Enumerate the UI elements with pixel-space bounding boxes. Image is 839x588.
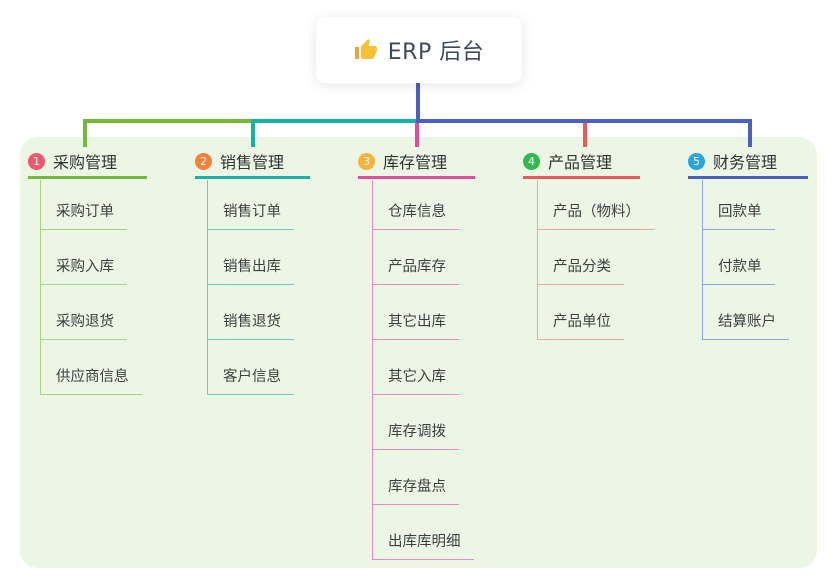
child-node[interactable]: 其它入库	[373, 340, 459, 395]
connector-branch-1	[83, 119, 255, 123]
child-node[interactable]: 采购订单	[41, 180, 127, 230]
child-node-label: 销售退货	[223, 314, 281, 331]
branch-sales: 2 销售管理 销售订单 销售出库 销售退货 客户信息	[195, 146, 310, 395]
child-node-label: 付款单	[718, 259, 762, 276]
branch-purchase-label: 采购管理	[53, 153, 118, 172]
child-node[interactable]: 结算账户	[703, 285, 789, 340]
badge-1: 1	[28, 152, 45, 170]
child-node-label: 供应商信息	[56, 369, 129, 386]
child-node-label: 结算账户	[718, 314, 776, 331]
child-node[interactable]: 产品分类	[538, 230, 624, 285]
child-node-label: 产品库存	[388, 259, 446, 276]
child-node[interactable]: 采购入库	[41, 230, 127, 285]
child-node[interactable]: 回款单	[703, 180, 775, 230]
child-node-label: 其它入库	[388, 369, 446, 386]
child-node-label: 客户信息	[223, 369, 281, 386]
child-node[interactable]: 销售退货	[208, 285, 294, 340]
child-node[interactable]: 产品（物料）	[538, 180, 653, 230]
branch-finance-header[interactable]: 5 财务管理	[688, 146, 808, 179]
child-node-label: 产品分类	[553, 259, 611, 276]
branch-inventory-children: 仓库信息 产品库存 其它出库 其它入库 库存调拨 库存盘点 出库库明细	[372, 179, 474, 560]
child-node-label: 采购入库	[56, 259, 114, 276]
connector-branch-5-drop	[748, 121, 752, 147]
branches-panel	[20, 137, 817, 568]
branch-product-children: 产品（物料） 产品分类 产品单位	[537, 179, 653, 340]
root-node[interactable]: ERP 后台	[316, 17, 522, 83]
child-node-label: 库存调拨	[388, 424, 446, 441]
branch-finance: 5 财务管理 回款单 付款单 结算账户	[688, 146, 808, 340]
child-node[interactable]: 付款单	[703, 230, 775, 285]
branch-purchase-children: 采购订单 采购入库 采购退货 供应商信息	[40, 179, 142, 395]
branch-sales-children: 销售订单 销售出库 销售退货 客户信息	[207, 179, 294, 395]
branch-product: 4 产品管理 产品（物料） 产品分类 产品单位	[523, 146, 653, 340]
connector-branch-5	[416, 119, 752, 123]
branch-sales-header[interactable]: 2 销售管理	[195, 146, 310, 179]
child-node[interactable]: 仓库信息	[373, 180, 459, 230]
child-node-label: 采购订单	[56, 204, 114, 221]
child-node-label: 其它出库	[388, 314, 446, 331]
branch-product-label: 产品管理	[548, 153, 613, 172]
child-node[interactable]: 采购退货	[41, 285, 127, 340]
child-node-label: 回款单	[718, 204, 762, 221]
child-node[interactable]: 库存调拨	[373, 395, 459, 450]
child-node-label: 产品单位	[553, 314, 611, 331]
child-node[interactable]: 客户信息	[208, 340, 294, 395]
branch-purchase-header[interactable]: 1 采购管理	[28, 146, 147, 179]
child-node-label: 采购退货	[56, 314, 114, 331]
child-node[interactable]: 供应商信息	[41, 340, 142, 395]
child-node-label: 产品（物料）	[553, 204, 640, 221]
child-node[interactable]: 销售出库	[208, 230, 294, 285]
badge-2: 2	[195, 152, 212, 170]
child-node-label: 库存盘点	[388, 479, 446, 496]
connector-branch-2	[251, 119, 420, 123]
connector-branch-3	[415, 123, 419, 147]
connector-branch-2-drop	[251, 121, 255, 147]
connector-branch-1-drop	[83, 121, 87, 147]
connector-root	[416, 83, 420, 123]
badge-4: 4	[523, 152, 540, 170]
child-node[interactable]: 库存盘点	[373, 450, 459, 505]
branch-product-header[interactable]: 4 产品管理	[523, 146, 640, 179]
badge-5: 5	[688, 152, 705, 170]
child-node[interactable]: 产品库存	[373, 230, 459, 285]
branch-finance-children: 回款单 付款单 结算账户	[702, 179, 789, 340]
child-node-label: 销售出库	[223, 259, 281, 276]
child-node[interactable]: 其它出库	[373, 285, 459, 340]
branch-purchase: 1 采购管理 采购订单 采购入库 采购退货 供应商信息	[28, 146, 147, 395]
branch-inventory-label: 库存管理	[383, 153, 448, 172]
connector-branch-4	[583, 121, 587, 147]
badge-3: 3	[358, 152, 375, 170]
branch-inventory-header[interactable]: 3 库存管理	[358, 146, 475, 179]
child-node[interactable]: 销售订单	[208, 180, 294, 230]
branch-inventory: 3 库存管理 仓库信息 产品库存 其它出库 其它入库 库存调拨 库存盘点 出库库…	[358, 146, 475, 560]
branch-sales-label: 销售管理	[220, 153, 285, 172]
root-node-label: ERP 后台	[387, 40, 485, 65]
child-node-label: 销售订单	[223, 204, 281, 221]
child-node-label: 出库库明细	[388, 534, 461, 551]
child-node[interactable]: 产品单位	[538, 285, 624, 340]
child-node[interactable]: 出库库明细	[373, 505, 474, 560]
branch-finance-label: 财务管理	[713, 153, 778, 172]
child-node-label: 仓库信息	[388, 204, 446, 221]
thumbs-up-icon	[354, 39, 377, 59]
